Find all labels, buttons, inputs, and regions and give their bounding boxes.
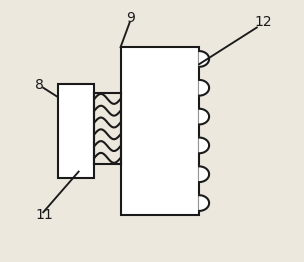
Polygon shape [199,195,209,211]
Text: 11: 11 [35,208,53,222]
Polygon shape [199,109,209,124]
Bar [121,47,199,215]
Polygon shape [199,138,209,153]
Polygon shape [199,51,209,67]
Polygon shape [199,166,209,182]
Text: 8: 8 [35,78,44,92]
Bar [58,84,94,178]
Text: 12: 12 [255,15,272,29]
Polygon shape [199,80,209,96]
Text: 9: 9 [126,11,135,25]
